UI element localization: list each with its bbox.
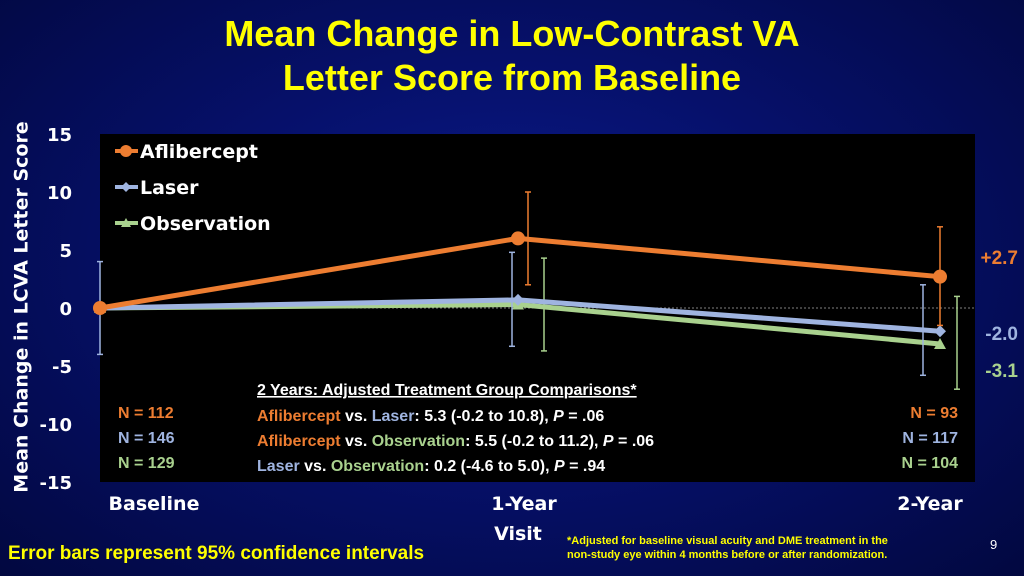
n-year2-label: N = 117 (902, 430, 958, 447)
comparison-text-part: Laser (372, 408, 415, 425)
comparison-text-part: : 5.3 (-0.2 to 10.8), (414, 408, 553, 425)
legend-marker (120, 145, 132, 157)
legend-label: Aflibercept (140, 141, 258, 163)
comparison-text-part: Observation (372, 433, 465, 450)
comparison-line: Aflibercept vs. Observation: 5.5 (-0.2 t… (257, 433, 654, 450)
page-number: 9 (990, 537, 998, 552)
data-point-laser (934, 325, 946, 338)
legend-marker (121, 182, 131, 192)
y-tick-label: -5 (52, 357, 72, 378)
x-axis-label: Visit (494, 523, 542, 545)
error-bar-note: Error bars represent 95% confidence inte… (8, 543, 425, 564)
y-tick-label: 15 (47, 125, 72, 146)
comparison-text-part: Aflibercept (257, 408, 341, 425)
comparison-header: 2 Years: Adjusted Treatment Group Compar… (257, 382, 637, 399)
comparison-text-part: Observation (331, 458, 424, 475)
end-value-label: -2.0 (985, 324, 1018, 345)
y-tick-label: 5 (59, 241, 72, 262)
comparison-text-part: = .06 (564, 408, 605, 425)
title-line-1: Mean Change in Low-Contrast VA (224, 13, 800, 54)
comparison-text-part: Aflibercept (257, 433, 341, 450)
footnote: *Adjusted for baseline visual acuity and… (567, 534, 957, 562)
title-line-2: Letter Score from Baseline (282, 57, 742, 98)
n-year2-label: N = 104 (902, 455, 959, 472)
data-point-aflibercept (511, 231, 525, 246)
comparison-text-part: P (553, 408, 564, 425)
comparison-line: Aflibercept vs. Laser: 5.3 (-0.2 to 10.8… (257, 408, 604, 425)
x-tick-label: 2-Year (897, 493, 963, 515)
comparison-text-part: = .06 (614, 433, 655, 450)
comparison-text-part: vs. (300, 458, 331, 475)
end-value-label: +2.7 (980, 248, 1018, 269)
comparison-line: Laser vs. Observation: 0.2 (-4.6 to 5.0)… (257, 458, 605, 475)
y-tick-label: 0 (59, 299, 72, 320)
n-year2-label: N = 93 (910, 405, 958, 422)
comparison-text-part: P (603, 433, 614, 450)
y-tick-label: -15 (39, 473, 72, 494)
legend-label: Observation (140, 213, 271, 235)
n-baseline-label: N = 129 (118, 455, 175, 472)
y-tick-label: -10 (39, 415, 72, 436)
end-value-label: -3.1 (985, 361, 1018, 382)
footnote-line-2: non-study eye within 4 months before or … (567, 549, 888, 561)
legend-marker (121, 218, 131, 227)
comparison-text-part: vs. (341, 433, 372, 450)
n-baseline-label: N = 112 (118, 405, 174, 422)
data-point-aflibercept (933, 269, 947, 284)
y-tick-label: 10 (47, 183, 72, 204)
x-tick-label: 1-Year (491, 493, 557, 515)
n-baseline-label: N = 146 (118, 430, 175, 447)
data-point-laser (512, 293, 524, 306)
legend-label: Laser (140, 177, 199, 199)
comparison-text-part: : 0.2 (-4.6 to 5.0), (424, 458, 554, 475)
data-point-observation (934, 337, 946, 349)
x-tick-label: Baseline (109, 493, 200, 515)
slide-title: Mean Change in Low-Contrast VA Letter Sc… (0, 12, 1024, 100)
comparison-text-part: = .94 (565, 458, 606, 475)
comparison-text-part: vs. (341, 408, 372, 425)
comparison-text-part: Laser (257, 458, 300, 475)
comparison-text-part: P (554, 458, 565, 475)
footnote-line-1: *Adjusted for baseline visual acuity and… (567, 535, 888, 547)
comparison-text-part: : 5.5 (-0.2 to 11.2), (465, 433, 603, 450)
data-point-aflibercept (93, 301, 107, 315)
